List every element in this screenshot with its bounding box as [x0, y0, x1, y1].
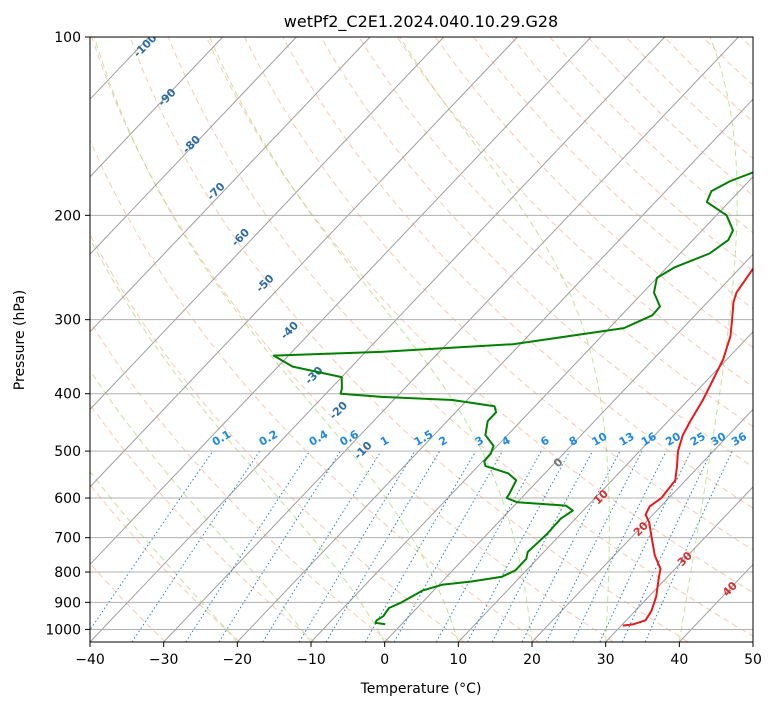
x-tick-label: −10: [296, 652, 326, 668]
y-tick-label: 1000: [45, 622, 81, 638]
y-axis: 100 200 300 400 500 600 700 800 900 1000: [45, 30, 90, 638]
mixing-ratio-line: [90, 450, 214, 631]
dry-adiabat-line: [587, 37, 753, 197]
dry-adiabat-line: [625, 37, 753, 159]
isotherm-line: [90, 37, 297, 256]
y-tick-label: 200: [54, 208, 81, 224]
isotherm-line: [90, 37, 592, 566]
x-tick-label: 0: [380, 652, 389, 668]
dry-adiabat-line: [358, 37, 753, 428]
dry-adiabat-line: [205, 37, 753, 594]
dry-adiabat-line: [90, 233, 465, 642]
isotherm-line: [310, 176, 753, 642]
y-tick-label: 700: [54, 531, 81, 547]
mixing-ratio-line: [435, 450, 542, 642]
y-tick-label: 100: [54, 30, 81, 46]
isotherm-line: [90, 37, 666, 642]
dry-adiabat-line: [244, 37, 753, 551]
y-axis-label: Pressure (hPa): [12, 290, 28, 390]
dry-adiabat-line: [90, 320, 390, 642]
mixing-ratio-line: [644, 450, 733, 642]
mixing-ratio-line: [621, 450, 712, 642]
dry-adiabat-line: [90, 483, 241, 642]
profile-series: [272, 171, 753, 627]
x-axis: −40 −30 −20 −10 0 10 20 30 40 50: [75, 642, 762, 668]
isotherm-line: [90, 37, 518, 488]
y-tick-label: 500: [54, 444, 81, 460]
moist-adiabat-line: [209, 37, 533, 642]
y-tick-label: 900: [54, 595, 81, 611]
pressure-grid: [90, 37, 753, 630]
dry-adiabat-line: [511, 37, 753, 272]
profile-line: [622, 267, 753, 627]
dry-adiabat-line: [434, 37, 753, 349]
moist-adiabat-line: [399, 37, 610, 642]
x-tick-label: −20: [223, 652, 253, 668]
mixing-ratio-line: [218, 450, 341, 642]
dry-adiabat-line: [167, 37, 753, 637]
x-tick-label: −30: [149, 652, 179, 668]
mixing-ratio-line: [393, 450, 503, 642]
y-tick-label: 400: [54, 387, 81, 403]
mixing-ratio-line: [599, 450, 692, 642]
x-tick-label: −40: [75, 652, 105, 668]
dry-adiabat-line: [90, 138, 540, 642]
mixing-ratio-line: [364, 450, 477, 642]
x-tick-label: 30: [597, 652, 615, 668]
mixing-ratio-line: [185, 450, 311, 642]
moist-adiabat-line: [90, 470, 238, 642]
isotherm-line: [384, 253, 753, 642]
x-tick-label: 50: [744, 652, 762, 668]
isotherm-line: [531, 408, 753, 642]
dry-adiabat-line: [282, 37, 753, 509]
moist-adiabat-line: [93, 37, 459, 642]
mixing-ratio-line: [262, 450, 382, 642]
mixing-ratio-line: [325, 450, 441, 642]
x-tick-label: 10: [449, 652, 467, 668]
profile-line: [272, 171, 753, 626]
y-tick-label: 300: [54, 313, 81, 329]
dry-adiabat-line: [396, 37, 753, 388]
y-tick-label: 600: [54, 491, 81, 507]
dry-adiabat-line: [91, 37, 614, 642]
isotherm-line: [163, 37, 739, 642]
plot-frame: [89, 36, 754, 643]
background-lines: [90, 37, 753, 642]
moist-adiabat-line: [90, 237, 386, 642]
mixing-ratio-line: [467, 450, 571, 642]
chart-title: wetPf2_C2E1.2024.040.10.29.G28: [284, 12, 558, 32]
isotherm-line: [605, 486, 753, 642]
x-tick-label: 40: [670, 652, 688, 668]
moist-adiabat-line: [678, 37, 738, 642]
dry-adiabat-line: [473, 37, 753, 310]
y-tick-label: 800: [54, 565, 81, 581]
isotherm-line: [90, 37, 445, 411]
x-tick-label: 20: [523, 652, 541, 668]
isotherm-line: [236, 98, 753, 642]
isotherm-line: [90, 37, 371, 333]
mixing-ratio-line: [572, 450, 667, 642]
isotherm-line: [457, 331, 753, 642]
mixing-ratio-line: [298, 450, 416, 642]
isotherm-line: [90, 37, 224, 178]
x-axis-label: Temperature (°C): [360, 681, 482, 697]
plot-area: 0.1 0.2 0.4 0.6 1 1.5 2 3 4 6 8 10 13 16 20 25 30 36-100-…: [90, 37, 753, 642]
